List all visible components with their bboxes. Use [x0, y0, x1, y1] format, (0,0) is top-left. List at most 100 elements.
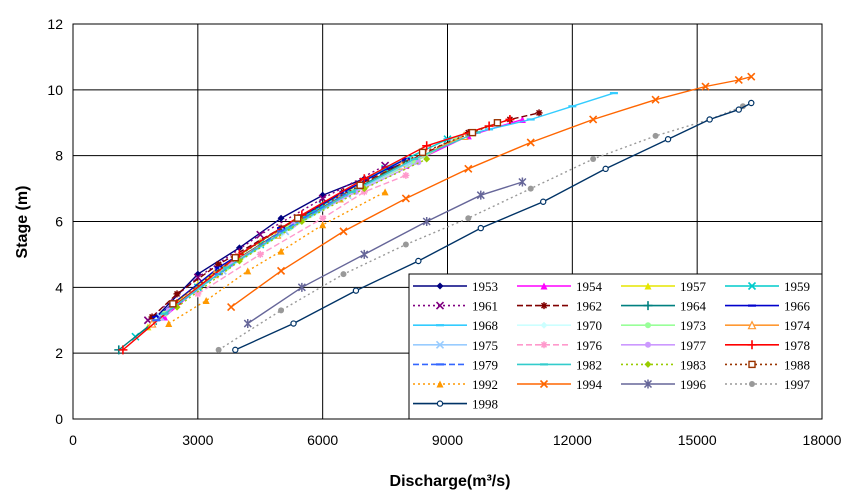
legend-label: 1962 [576, 299, 602, 314]
legend-label: 1959 [784, 279, 810, 294]
legend-item-1961: 1961 [413, 299, 498, 314]
data-point-1996 [243, 319, 252, 329]
legend-item-1978: 1978 [725, 338, 810, 353]
data-point-1953 [235, 244, 243, 252]
data-point-1977 [415, 159, 422, 166]
data-point-1997 [278, 307, 285, 314]
data-point-1996 [518, 177, 527, 187]
legend-label: 1975 [472, 338, 498, 353]
series-1970 [152, 162, 410, 324]
legend-marker [644, 360, 652, 368]
data-point-1994 [464, 164, 473, 173]
legend-label: 1997 [784, 377, 811, 392]
legend-marker [436, 380, 444, 388]
y-tick-label: 0 [55, 411, 63, 427]
data-point-1997 [590, 155, 597, 162]
legend-label: 1973 [680, 318, 706, 333]
data-point-1992 [277, 247, 285, 255]
x-tick-label: 3000 [182, 432, 213, 448]
data-point-1976 [256, 250, 264, 258]
data-point-1953 [277, 214, 285, 222]
data-point-1976 [319, 214, 327, 222]
legend-label: 1979 [472, 357, 498, 372]
series-line-1997 [218, 105, 744, 351]
legend-label: 1992 [472, 377, 498, 392]
data-point-1994 [401, 194, 410, 203]
series-line-1996 [247, 181, 523, 325]
series-1977 [165, 159, 422, 314]
legend-label: 1957 [680, 279, 707, 294]
legend-marker [747, 340, 757, 350]
y-axis-title: Stage (m) [14, 186, 31, 259]
data-point-1997 [527, 185, 534, 192]
legend-item-1959: 1959 [725, 279, 810, 294]
series-line-1970 [155, 164, 407, 321]
legend-item-1970: 1970 [517, 318, 602, 333]
data-point-1998 [352, 287, 360, 294]
legend-item-1953: 1953 [413, 279, 498, 294]
data-point-1978 [359, 174, 369, 184]
legend-label: 1961 [472, 299, 498, 314]
legend-marker [436, 400, 444, 407]
data-point-1962 [173, 290, 181, 298]
x-tick-label: 12000 [553, 432, 592, 448]
legend-label: 1970 [576, 318, 602, 333]
data-point-1961 [381, 161, 390, 170]
series-1976 [194, 171, 410, 298]
data-point-1998 [664, 136, 672, 143]
legend-marker [644, 282, 652, 290]
series-1996 [243, 177, 527, 329]
data-point-1962 [215, 260, 223, 268]
legend-item-1957: 1957 [621, 279, 707, 294]
legend-item-1983: 1983 [621, 357, 706, 372]
legend-marker [645, 341, 651, 348]
series-1994 [227, 72, 756, 312]
legend-marker [435, 301, 445, 310]
series-1988 [169, 119, 502, 308]
series-line-1976 [197, 174, 407, 295]
series-line-1992 [168, 191, 386, 325]
legend-box [408, 273, 823, 420]
data-point-1976 [194, 290, 202, 298]
x-tick-label: 6000 [307, 432, 338, 448]
data-point-1998 [735, 106, 742, 113]
legend-label: 1968 [472, 318, 498, 333]
data-point-1994 [339, 227, 348, 236]
legend-item-1982: 1982 [517, 357, 602, 372]
x-tick-label: 15000 [678, 432, 717, 448]
legend-item-1994: 1994 [517, 377, 603, 392]
data-point-1994 [276, 266, 286, 275]
legend-marker [539, 379, 549, 389]
legend-label: 1974 [784, 318, 811, 333]
tick-labels: 0 3000 6000 9000 12000 15000 18000 0 2 4 6 8 10 12 [47, 16, 841, 448]
data-point-1998 [540, 198, 547, 205]
data-point-1994 [734, 75, 743, 85]
legend-label: 1978 [784, 338, 810, 353]
y-tick-label: 8 [55, 148, 63, 164]
y-tick-label: 12 [47, 16, 63, 32]
data-point-1998 [602, 165, 609, 173]
legend-marker [643, 301, 653, 311]
legend-item-1992: 1992 [413, 377, 498, 392]
data-point-1978 [118, 345, 128, 355]
x-axis-title: Discharge(m³/s) [390, 473, 511, 490]
data-point-1988 [418, 148, 427, 157]
legend-label: 1954 [576, 279, 603, 294]
y-tick-label: 10 [47, 82, 63, 98]
legend-item-1968: 1968 [413, 318, 498, 333]
data-point-1994 [589, 115, 598, 124]
legend-marker [540, 321, 548, 329]
data-point-1997 [465, 215, 472, 222]
legend-marker [643, 379, 653, 389]
data-point-1988 [493, 119, 502, 127]
data-point-1978 [422, 141, 432, 151]
legend-item-1979: 1979 [413, 357, 498, 372]
data-point-1994 [526, 138, 535, 147]
series-1992 [165, 188, 389, 328]
legend-item-1954: 1954 [517, 279, 603, 294]
legend-marker [435, 340, 445, 349]
legend-label: 1966 [784, 299, 811, 314]
data-point-1997 [215, 346, 222, 353]
legend-marker [540, 341, 548, 349]
